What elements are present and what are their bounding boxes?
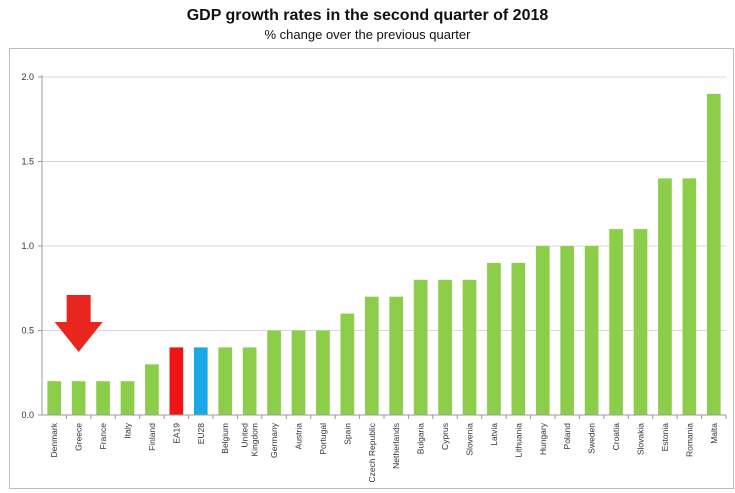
bar-slovakia bbox=[633, 229, 648, 415]
x-tick-label: Kingdom bbox=[250, 423, 260, 457]
y-tick-label: 2.0 bbox=[21, 72, 34, 82]
x-tick-label: EA19 bbox=[171, 423, 181, 444]
x-tick-label: Netherlands bbox=[391, 423, 401, 469]
bar-spain bbox=[340, 313, 355, 415]
bar-poland bbox=[560, 246, 575, 415]
bar-bulgaria bbox=[413, 279, 428, 415]
bar-ea19 bbox=[169, 347, 184, 415]
x-tick-label: Denmark bbox=[49, 422, 59, 457]
bar-cyprus bbox=[438, 279, 452, 415]
x-tick-label: Italy bbox=[123, 422, 133, 438]
gridlines bbox=[42, 76, 726, 331]
bar-malta bbox=[706, 93, 721, 416]
bar-finland bbox=[145, 364, 159, 415]
y-tick-label: 1.5 bbox=[21, 157, 34, 167]
bar-austria bbox=[291, 330, 306, 415]
bar-eu28 bbox=[193, 347, 208, 415]
y-tick-label: 0.5 bbox=[21, 326, 34, 336]
x-tick-label: Malta bbox=[709, 423, 719, 444]
y-axis-labels: 0.0 0.5 1.0 1.5 2.0 bbox=[21, 72, 34, 420]
x-tick-label: Lithuania bbox=[513, 423, 523, 458]
bar-france bbox=[96, 381, 110, 415]
x-tick-label: Spain bbox=[342, 423, 352, 445]
chart-subtitle: % change over the previous quarter bbox=[264, 27, 471, 42]
x-tick-label: Germany bbox=[269, 422, 279, 458]
x-tick-label: Belgium bbox=[220, 423, 230, 454]
x-tick-label: Slovenia bbox=[465, 423, 475, 456]
bar-greece bbox=[71, 381, 86, 415]
x-tick-label: Slovakia bbox=[636, 423, 646, 455]
bar-portugal bbox=[316, 330, 330, 415]
chart-title: GDP growth rates in the second quarter o… bbox=[186, 7, 549, 24]
x-tick-label: Romania bbox=[684, 423, 694, 457]
bar-estonia bbox=[658, 178, 672, 415]
bar-lithuania bbox=[511, 262, 526, 415]
x-tick-label: Croatia bbox=[611, 423, 621, 451]
x-tick-label: United bbox=[240, 423, 250, 448]
x-tick-label: Hungary bbox=[538, 422, 548, 455]
bar-denmark bbox=[47, 381, 62, 415]
bar-slovenia bbox=[462, 279, 477, 415]
bar-united-kingdom bbox=[242, 347, 257, 415]
y-tick-label: 0.0 bbox=[21, 410, 34, 420]
bar-netherlands bbox=[389, 296, 404, 415]
bar-italy bbox=[120, 381, 135, 415]
bar-romania bbox=[682, 178, 697, 415]
bar-germany bbox=[267, 330, 281, 415]
y-tick-label: 1.0 bbox=[21, 241, 34, 251]
x-tick-label: Greece bbox=[74, 423, 84, 451]
chart-frame bbox=[9, 48, 734, 489]
x-tick-label: Finland bbox=[147, 423, 157, 451]
x-tick-label: Portugal bbox=[318, 423, 328, 455]
x-axis-labels: Denmark Greece France Italy Finland EA19 EU28 B… bbox=[49, 422, 719, 482]
annotations bbox=[54, 295, 103, 352]
bar-sweden bbox=[584, 246, 599, 415]
x-tick-label: Latvia bbox=[489, 423, 499, 446]
x-tick-label: France bbox=[98, 423, 108, 450]
x-tick-label: Sweden bbox=[587, 423, 597, 454]
bar-belgium bbox=[218, 347, 233, 415]
bar-hungary bbox=[535, 246, 550, 415]
x-tick-label: Poland bbox=[562, 423, 572, 450]
x-tick-label: Cyprus bbox=[440, 423, 450, 450]
x-tick-label: EU28 bbox=[196, 423, 206, 445]
bar-croatia bbox=[609, 229, 623, 415]
x-tick-label: Bulgaria bbox=[416, 423, 426, 454]
bar-czech-republic bbox=[364, 296, 379, 415]
x-tick-label: Czech Republic bbox=[367, 422, 377, 482]
arrow-down-icon bbox=[54, 295, 103, 352]
bar-latvia bbox=[487, 262, 501, 415]
bars bbox=[47, 93, 721, 416]
axes bbox=[38, 75, 727, 419]
x-tick-label: Estonia bbox=[660, 423, 670, 452]
x-tick-label: Austria bbox=[294, 423, 304, 450]
